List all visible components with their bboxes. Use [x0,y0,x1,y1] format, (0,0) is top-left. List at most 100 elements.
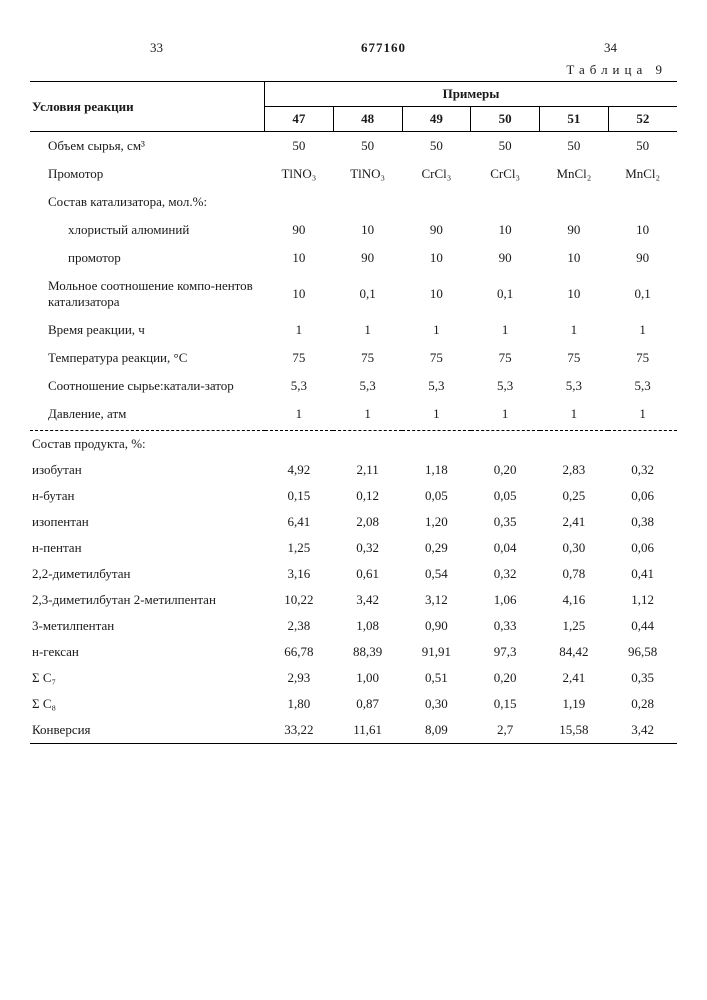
cell-value: 10 [540,272,609,316]
row-label-indent: Σ С₈ [30,691,265,717]
row-label-indent: 3-метилпентан [30,613,265,639]
table-row: н-пентан1,250,320,290,040,300,06 [30,535,677,561]
cell-value: 10 [265,272,334,316]
cell-value: 1 [402,316,471,344]
row-label: Промотор [30,160,265,188]
cell-value: 8,09 [402,717,471,744]
cell-value: 5,3 [333,372,402,400]
left-page-num: 33 [150,40,163,56]
cell-value: 2,08 [333,509,402,535]
cell-value: 66,78 [265,639,334,665]
cell-value [471,188,540,216]
cell-value: 0,44 [608,613,677,639]
cell-value: 10 [402,244,471,272]
col-52: 52 [608,107,677,132]
cell-value: 5,3 [265,372,334,400]
table-row: изопентан6,412,081,200,352,410,38 [30,509,677,535]
table-row: изобутан4,922,111,180,202,830,32 [30,457,677,483]
cell-value: 4,92 [265,457,334,483]
cell-value: 0,20 [471,457,540,483]
cell-value: 90 [402,216,471,244]
cell-value: 10 [333,216,402,244]
cell-value: MnCl₂ [608,160,677,188]
cell-value: 0,32 [608,457,677,483]
table-row: 2,3-диметилбутан 2-метилпентан10,223,423… [30,587,677,613]
cell-value: 1,12 [608,587,677,613]
cell-value: 2,83 [540,457,609,483]
row-label: Мольное соотношение компо-нентов катализ… [30,272,265,316]
page-header: 33 677160 34 [30,40,677,56]
row-label-indent: н-бутан [30,483,265,509]
cell-value: 0,30 [402,691,471,717]
cell-value: 5,3 [608,372,677,400]
cell-value [402,431,471,458]
cell-value: 97,3 [471,639,540,665]
row-label-indent: хлористый алюминий [30,216,265,244]
cell-value: 1 [608,400,677,428]
cell-value: 0,51 [402,665,471,691]
cell-value: 2,7 [471,717,540,744]
table-row: Соотношение сырье:катали-затор5,35,35,35… [30,372,677,400]
cell-value: 0,78 [540,561,609,587]
row-label: Температура реакции, °С [30,344,265,372]
cell-value: 1,25 [265,535,334,561]
cell-value: 75 [333,344,402,372]
cell-value: 5,3 [540,372,609,400]
cell-value: 0,33 [471,613,540,639]
cell-value: 1,08 [333,613,402,639]
table-row: Конверсия33,2211,618,092,715,583,42 [30,717,677,744]
cell-value: 0,05 [471,483,540,509]
row-label: Объем сырья, см³ [30,132,265,161]
cell-value: 1 [540,316,609,344]
cell-value: 50 [471,132,540,161]
cell-value: 0,90 [402,613,471,639]
cell-value: 0,54 [402,561,471,587]
cell-value: 10 [608,216,677,244]
cell-value: 0,35 [608,665,677,691]
cell-value: 91,91 [402,639,471,665]
row-label: Соотношение сырье:катали-затор [30,372,265,400]
cell-value: 1,20 [402,509,471,535]
cell-value: 0,04 [471,535,540,561]
right-page-num: 34 [604,40,617,56]
cell-value: 1 [402,400,471,428]
col-49: 49 [402,107,471,132]
cell-value: 2,93 [265,665,334,691]
table-row: Температура реакции, °С757575757575 [30,344,677,372]
cell-value: 1 [265,400,334,428]
cell-value: 90 [265,216,334,244]
cell-value: 2,38 [265,613,334,639]
cell-value: 1 [265,316,334,344]
cell-value: 5,3 [471,372,540,400]
cell-value: 0,20 [471,665,540,691]
cell-value: 0,30 [540,535,609,561]
cell-value: 1 [608,316,677,344]
cell-value: 6,41 [265,509,334,535]
cell-value: 1,80 [265,691,334,717]
col-conditions: Условия реакции [30,82,265,132]
cell-value: 0,28 [608,691,677,717]
cell-value: 50 [333,132,402,161]
table-row: Давление, атм111111 [30,400,677,428]
row-label: Конверсия [30,717,265,744]
cell-value: 2,41 [540,665,609,691]
cell-value: CrCl₃ [402,160,471,188]
cell-value: 10,22 [265,587,334,613]
cell-value: 0,1 [608,272,677,316]
cell-value [402,188,471,216]
col-47: 47 [265,107,334,132]
col-50: 50 [471,107,540,132]
cell-value [333,431,402,458]
cell-value: 5,3 [402,372,471,400]
row-label-indent: промотор [30,244,265,272]
cell-value: 75 [402,344,471,372]
cell-value: 11,61 [333,717,402,744]
cell-value: 15,58 [540,717,609,744]
cell-value: 90 [540,216,609,244]
row-label-indent: н-пентан [30,535,265,561]
row-label-indent: Σ С₇ [30,665,265,691]
cell-value: 0,32 [333,535,402,561]
table-row: Σ С₈1,800,870,300,151,190,28 [30,691,677,717]
doc-number: 677160 [361,40,406,56]
table-row: Мольное соотношение компо-нентов катализ… [30,272,677,316]
